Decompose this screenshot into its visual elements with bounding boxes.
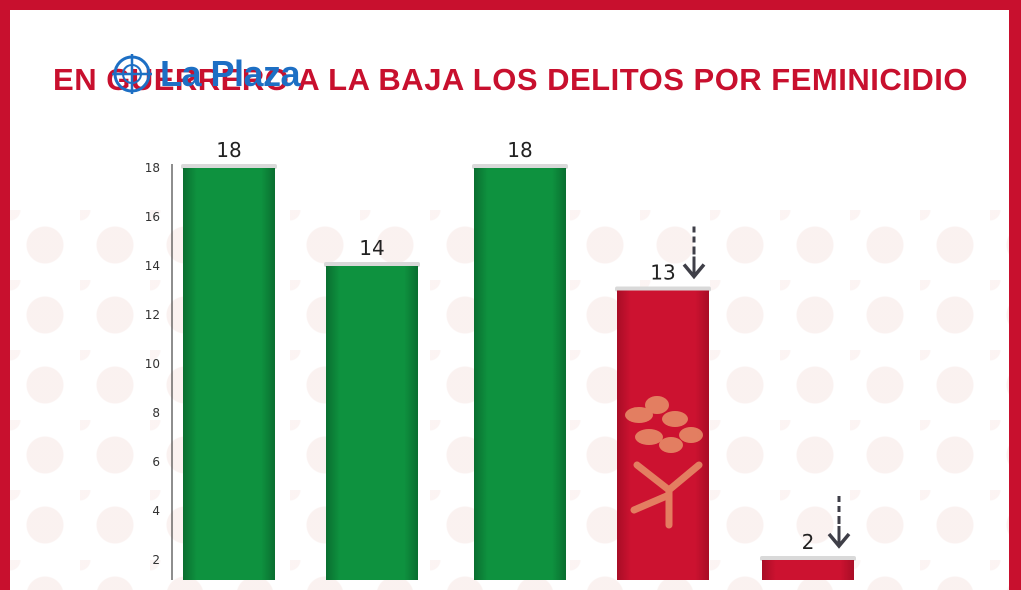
- crosshair-globe-icon: [112, 54, 152, 94]
- bar: [474, 168, 566, 580]
- bar-cap: [615, 286, 711, 292]
- y-tick-label: 2: [152, 553, 160, 567]
- bar: [326, 266, 418, 580]
- la-plaza-logo[interactable]: La Plaza: [110, 52, 301, 96]
- y-tick-label: 10: [145, 357, 160, 371]
- bar: [762, 560, 854, 580]
- bar-value-label: 14: [359, 236, 384, 260]
- logo-text: La Plaza: [160, 53, 301, 94]
- bar-cap: [324, 262, 420, 267]
- bar: [183, 168, 275, 580]
- y-tick-label: 4: [152, 504, 160, 518]
- dashed-down-arrow-icon: [827, 496, 851, 549]
- bar-cap: [472, 164, 568, 169]
- bar-cap: [760, 556, 856, 561]
- y-tick-label: 14: [145, 259, 160, 273]
- chart-title: EN GUERRERO A LA BAJA LOS DELITOS POR FE…: [53, 62, 968, 97]
- y-tick-label: 18: [145, 161, 160, 175]
- y-tick-label: 8: [152, 406, 160, 420]
- bar-value-label: 18: [507, 138, 532, 162]
- bar-value-label: 13: [650, 261, 675, 285]
- bar-value-label: 2: [802, 530, 815, 554]
- bar-cap: [181, 164, 277, 169]
- tree-emblem-icon: [625, 396, 703, 529]
- bar-value-label: 18: [216, 138, 241, 162]
- y-tick-label: 16: [145, 210, 160, 224]
- y-tick-label: 6: [152, 455, 160, 469]
- dashed-down-arrow-icon: [682, 226, 706, 280]
- y-tick-label: 12: [145, 308, 160, 322]
